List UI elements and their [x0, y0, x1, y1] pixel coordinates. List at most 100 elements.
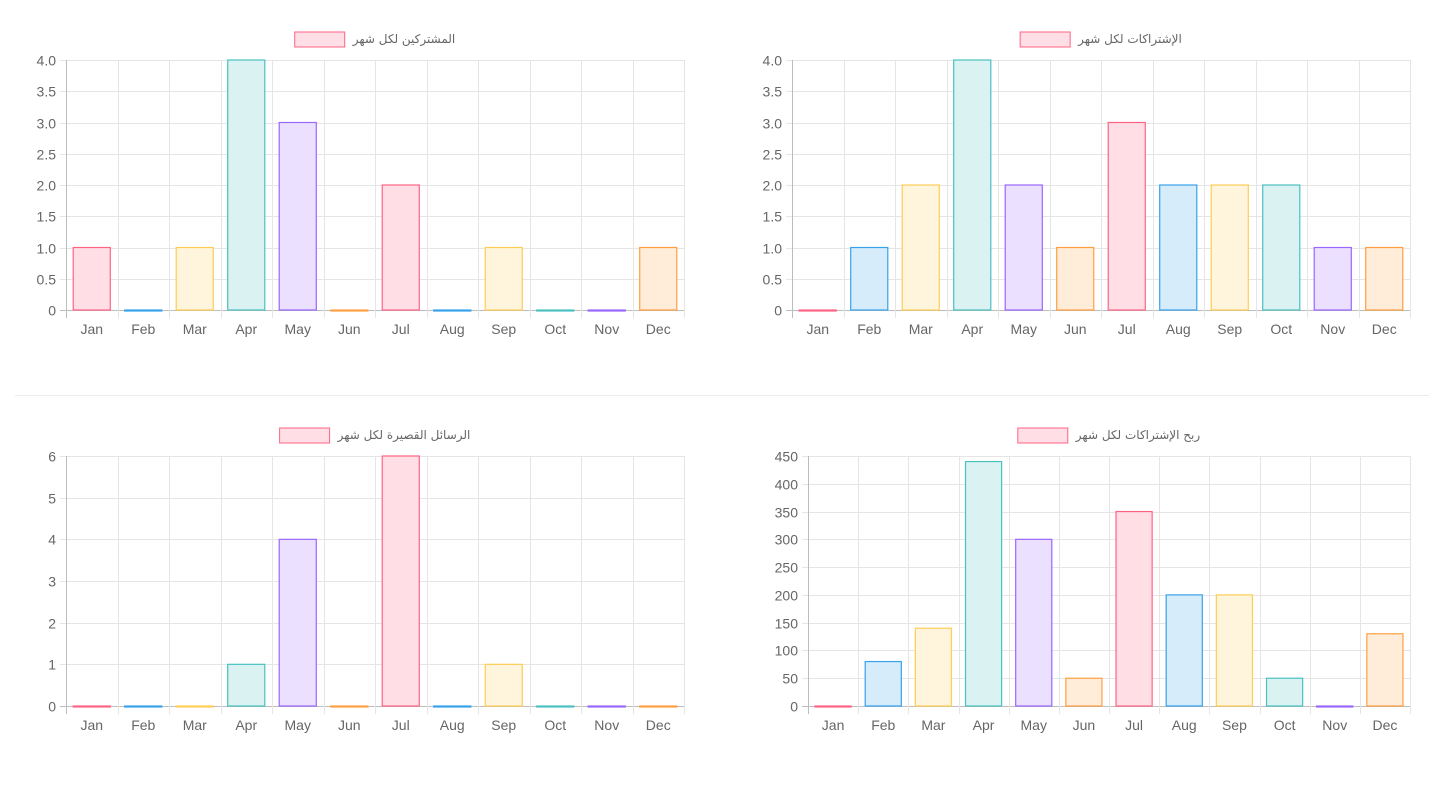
bar-mar[interactable]	[901, 184, 940, 311]
bar-apr[interactable]	[964, 460, 1003, 707]
bar-apr[interactable]	[227, 663, 266, 707]
bar-oct[interactable]	[1265, 677, 1304, 707]
divider	[15, 395, 1429, 396]
bar-oct[interactable]	[536, 309, 575, 312]
bar-jan[interactable]	[798, 309, 837, 312]
chart-profit-panel: ربح الإشتراكات لكل شهر 450 400 350 300 250 200…	[726, 396, 1426, 746]
x-tick-label: Mar	[183, 717, 207, 733]
x-tick-label: Jul	[392, 321, 410, 337]
bar-may[interactable]	[1004, 184, 1043, 311]
x-tick-label: Jun	[1073, 717, 1096, 733]
chart-subscriptions-panel: الإشتراكات لكل شهر 4.0 3.5 3.0 2.5 2.0 1.5 1.0 0…	[726, 0, 1426, 350]
y-tick-label: 3.0	[763, 116, 783, 132]
bar-dec[interactable]	[1366, 633, 1404, 707]
bar-sep[interactable]	[484, 663, 523, 707]
bar-feb[interactable]	[124, 705, 163, 708]
bar-may[interactable]	[278, 121, 317, 311]
y-tick-label: 4	[48, 532, 56, 548]
bar-mar[interactable]	[175, 705, 214, 708]
x-tick-label: Apr	[235, 717, 257, 733]
bar-sep[interactable]	[1210, 184, 1249, 311]
bar-may[interactable]	[278, 538, 317, 707]
legend[interactable]: ربح الإشتراكات لكل شهر	[1017, 427, 1201, 444]
chart-sms-panel: الرسائل القصيرة لكل شهر 6 5 4 3 2 1 0 Jan Feb Mar A…	[0, 396, 700, 746]
x-tick-label: Aug	[440, 717, 465, 733]
bar-mar[interactable]	[175, 246, 214, 311]
y-tick-label: 4.0	[37, 53, 57, 69]
bar-jan[interactable]	[72, 705, 111, 708]
chart-subscriptions: الإشتراكات لكل شهر 4.0 3.5 3.0 2.5 2.0 1.5 1.0 0…	[763, 31, 1411, 337]
bar-jul[interactable]	[381, 184, 420, 311]
bar-nov[interactable]	[587, 705, 626, 708]
x-tick-label: Sep	[1222, 717, 1247, 733]
bar-aug[interactable]	[1159, 184, 1198, 311]
bar-jun[interactable]	[330, 309, 369, 312]
bar-aug[interactable]	[433, 705, 472, 708]
bar-oct[interactable]	[1262, 184, 1301, 311]
y-tick-label: 3	[48, 574, 56, 590]
y-tick-label: 2	[48, 616, 56, 632]
bar-jul[interactable]	[381, 455, 420, 707]
x-tick-label: May	[1011, 321, 1037, 337]
x-tick-label: Apr	[961, 321, 983, 337]
x-tick-label: Jan	[822, 717, 845, 733]
chart-sms: الرسائل القصيرة لكل شهر 6 5 4 3 2 1 0 Jan Feb Mar A…	[48, 427, 685, 733]
x-tick-label: Oct	[544, 321, 566, 337]
bar-sep[interactable]	[484, 246, 523, 311]
bar-dec[interactable]	[1365, 246, 1404, 311]
y-tick-label: 300	[775, 532, 799, 548]
x-tick-label: Jan	[80, 321, 103, 337]
bar-jan[interactable]	[814, 705, 852, 708]
bar-jan[interactable]	[72, 246, 111, 311]
bar-apr[interactable]	[953, 59, 992, 311]
x-tick-label: Nov	[594, 717, 619, 733]
y-tick-label: 3.0	[37, 116, 57, 132]
chart-subscribers: المشتركين لكل شهر 4.0 3.5 3.0 2.5 2.0 1.5 1.0 0.…	[37, 31, 685, 337]
x-tick-label: Dec	[1372, 717, 1397, 733]
bar-jul[interactable]	[1107, 121, 1146, 311]
bar-jul[interactable]	[1115, 510, 1153, 707]
x-tick-label: Apr	[973, 717, 995, 733]
legend-label: الإشتراكات لكل شهر	[1077, 32, 1182, 47]
bar-nov[interactable]	[1313, 246, 1352, 311]
y-tick-label: 1	[48, 657, 56, 673]
y-tick-label: 0	[774, 303, 782, 319]
x-tick-label: Jun	[338, 717, 361, 733]
chart-subscribers-panel: المشتركين لكل شهر 4.0 3.5 3.0 2.5 2.0 1.5 1.0 0.…	[0, 0, 700, 350]
bar-apr[interactable]	[227, 59, 266, 311]
bar-aug[interactable]	[1165, 594, 1203, 707]
bar-jun[interactable]	[1056, 246, 1095, 311]
legend[interactable]: الرسائل القصيرة لكل شهر	[279, 427, 471, 444]
y-tick-label: 1.0	[37, 241, 57, 257]
bar-may[interactable]	[1015, 538, 1053, 707]
x-tick-label: Apr	[235, 321, 257, 337]
y-tick-label: 6	[48, 449, 56, 465]
bar-feb[interactable]	[864, 660, 902, 707]
legend[interactable]: الإشتراكات لكل شهر	[1019, 31, 1182, 48]
y-tick-label: 450	[775, 449, 799, 465]
x-tick-label: Oct	[544, 717, 566, 733]
bar-feb[interactable]	[124, 309, 163, 312]
legend-label: المشتركين لكل شهر	[352, 32, 456, 47]
bar-sep[interactable]	[1215, 594, 1254, 707]
bar-aug[interactable]	[433, 309, 472, 312]
bar-mar[interactable]	[914, 627, 953, 707]
bar-feb[interactable]	[850, 246, 889, 311]
bar-dec[interactable]	[639, 705, 678, 708]
x-tick-label: May	[1021, 717, 1047, 733]
x-tick-label: Jul	[392, 717, 410, 733]
x-tick-label: Nov	[594, 321, 619, 337]
legend[interactable]: المشتركين لكل شهر	[294, 31, 456, 48]
y-tick-label: 1.5	[763, 209, 783, 225]
y-tick-label: 2.5	[37, 147, 57, 163]
bar-jun[interactable]	[1065, 677, 1103, 707]
bar-oct[interactable]	[536, 705, 575, 708]
y-tick-label: 3.5	[763, 84, 783, 100]
bar-nov[interactable]	[587, 309, 626, 312]
y-tick-label: 250	[775, 560, 799, 576]
bar-jun[interactable]	[330, 705, 369, 708]
legend-label: الرسائل القصيرة لكل شهر	[337, 428, 471, 443]
bar-nov[interactable]	[1316, 705, 1354, 708]
y-tick-label: 200	[775, 588, 799, 604]
bar-dec[interactable]	[639, 246, 678, 311]
